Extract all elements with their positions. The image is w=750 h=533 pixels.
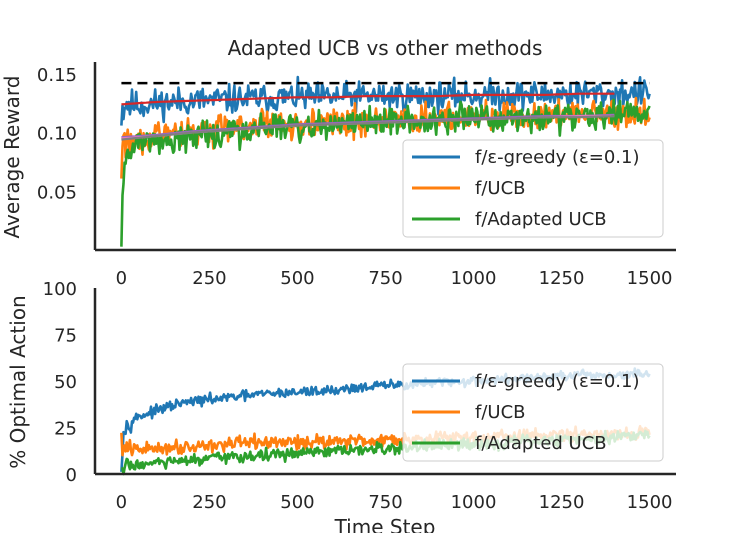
legend-entry-label: f/Adapted UCB	[475, 209, 607, 230]
optimal-action-chart: % Optimal Action Time Step 0 250 500 750 100…	[6, 279, 676, 533]
reward-chart: Adapted UCB vs other methods Average Rew…	[0, 36, 676, 289]
legend-entry-label: f/ε-greedy (ε=0.1)	[475, 371, 640, 392]
optimal-y-axis-label: % Optimal Action	[6, 295, 30, 469]
x-tick-label: 1500	[627, 268, 673, 289]
reward-axes: 0 250 500 750 1000 1250 1500 0.05 0.10 0.15	[37, 62, 676, 289]
y-tick-label: 0.15	[37, 65, 77, 86]
reward-chart-title: Adapted UCB vs other methods	[228, 36, 543, 60]
optimal-legend: f/ε-greedy (ε=0.1) f/UCB f/Adapted UCB	[402, 363, 664, 462]
smoothed-line	[121, 92, 615, 106]
x-tick-label: 0	[116, 268, 127, 289]
x-tick-label: 1250	[539, 268, 585, 289]
legend-entry-label: f/Adapted UCB	[475, 433, 607, 454]
smoothed-line	[121, 113, 615, 139]
x-tick-label: 500	[280, 492, 314, 513]
y-tick-label: 0.10	[37, 124, 77, 145]
legend-entry-label: f/UCB	[475, 178, 526, 199]
y-tick-label: 50	[54, 372, 77, 393]
y-tick-label: 0.05	[37, 182, 77, 203]
x-tick-label: 250	[192, 492, 226, 513]
x-tick-label: 1000	[451, 492, 497, 513]
series-line	[120, 75, 651, 126]
y-tick-label: 100	[43, 279, 77, 300]
legend-box	[402, 139, 664, 238]
x-tick-label: 1250	[539, 492, 585, 513]
x-tick-label: 1000	[451, 268, 497, 289]
legend-box	[402, 363, 664, 462]
reward-legend: f/ε-greedy (ε=0.1) f/UCB f/Adapted UCB	[402, 139, 664, 238]
x-tick-label: 0	[116, 492, 127, 513]
optimal-x-axis-label: Time Step	[334, 515, 436, 533]
legend-entry-label: f/ε-greedy (ε=0.1)	[475, 147, 640, 168]
x-tick-label: 250	[192, 268, 226, 289]
legend-entry-label: f/UCB	[475, 402, 526, 423]
y-tick-label: 0	[66, 465, 77, 486]
optimal-axes: 0 250 500 750 1000 1250 1500 0 25 50 75 100	[43, 279, 676, 513]
x-tick-label: 500	[280, 268, 314, 289]
y-tick-label: 25	[54, 419, 77, 440]
x-tick-label: 750	[368, 492, 402, 513]
smoothed-line	[121, 114, 615, 141]
reward-y-axis-label: Average Reward	[0, 76, 24, 239]
y-tick-label: 75	[54, 326, 77, 347]
x-tick-label: 750	[368, 268, 402, 289]
x-tick-label: 1500	[627, 492, 673, 513]
reward-smoothed-overlays	[121, 92, 615, 141]
